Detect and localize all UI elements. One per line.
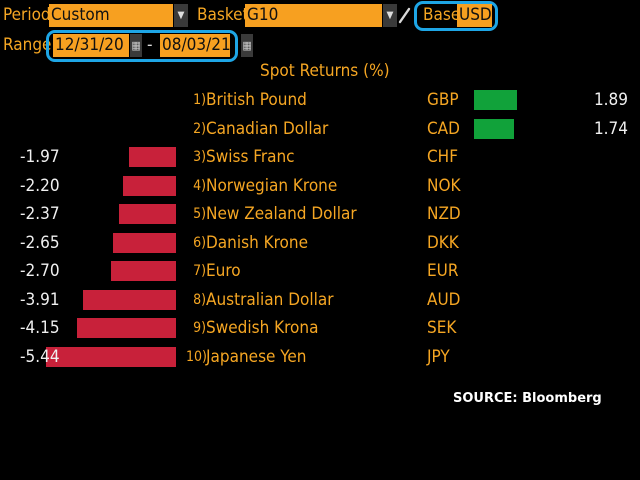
table-row[interactable]: 5) New Zealand Dollar NZD -2.37 (0, 201, 640, 227)
currency-name[interactable]: British Pound (206, 90, 307, 110)
currency-name[interactable]: Euro (206, 261, 241, 281)
return-value-label: -1.97 (20, 147, 60, 167)
calendar-icon[interactable]: ▦ (241, 34, 253, 57)
table-row[interactable]: 3) Swiss Franc CHF -1.97 (0, 144, 640, 170)
pencil-icon[interactable] (398, 6, 412, 24)
basket-select[interactable]: G10 (245, 4, 382, 27)
return-value-label: 1.89 (593, 90, 628, 110)
currency-name[interactable]: Swiss Franc (206, 147, 295, 167)
currency-code: SEK (427, 318, 457, 338)
rank-number: 5) (193, 206, 206, 222)
currency-name[interactable]: New Zealand Dollar (206, 204, 357, 224)
range-separator: - (147, 35, 153, 55)
currency-name[interactable]: Canadian Dollar (206, 118, 329, 139)
rank-number: 2) (193, 120, 206, 137)
calendar-icon[interactable]: ▦ (130, 34, 142, 57)
range-highlight-ring (46, 30, 238, 62)
return-value-label: -2.70 (20, 261, 60, 281)
currency-name[interactable]: Swedish Krona (206, 318, 319, 338)
negative-return-bar (76, 318, 176, 338)
table-row[interactable]: 8) Australian Dollar AUD -3.91 (0, 287, 640, 313)
rank-number: 1) (193, 92, 206, 108)
return-value-label: -2.20 (20, 175, 60, 196)
currency-code: NOK (427, 175, 461, 196)
range-end-date[interactable]: 08/03/21 (160, 34, 231, 57)
table-row[interactable]: 2) Canadian Dollar CAD 1.74 (0, 116, 640, 142)
period-dropdown-arrow[interactable]: ▼ (174, 4, 188, 27)
table-row[interactable]: 7) Euro EUR -2.70 (0, 258, 640, 284)
table-row[interactable]: 9) Swedish Krona SEK -4.15 (0, 315, 640, 341)
currency-code: CAD (427, 118, 460, 139)
rank-number: 10) (186, 348, 207, 365)
rank-number: 6) (193, 234, 206, 251)
chart-title: Spot Returns (%) (260, 61, 390, 81)
period-select[interactable]: Custom (49, 4, 173, 27)
return-value-label: -2.37 (20, 204, 60, 224)
currency-name[interactable]: Japanese Yen (206, 346, 307, 367)
rank-number: 8) (193, 291, 206, 308)
currency-name[interactable]: Danish Krone (206, 232, 309, 253)
negative-return-bar (82, 289, 176, 310)
return-value-label: -5.44 (20, 346, 60, 367)
currency-code: NZD (427, 204, 461, 224)
negative-return-bar (128, 147, 176, 167)
negative-return-bar (111, 261, 176, 281)
base-label: Base (423, 5, 461, 25)
currency-code: EUR (427, 261, 459, 281)
base-highlight-ring (414, 1, 498, 31)
currency-name[interactable]: Norwegian Krone (206, 175, 338, 196)
base-currency-field[interactable]: USD (457, 4, 492, 27)
rank-number: 9) (193, 320, 206, 336)
basket-label: Basket (197, 5, 249, 25)
return-value-label: -2.65 (20, 232, 60, 253)
negative-return-bar (112, 232, 176, 253)
negative-return-bar (45, 346, 176, 367)
currency-code: DKK (427, 232, 459, 253)
range-start-date[interactable]: 12/31/20 (53, 34, 129, 57)
table-row[interactable]: 4) Norwegian Krone NOK -2.20 (0, 173, 640, 199)
rank-number: 7) (193, 263, 206, 279)
source-label: SOURCE: Bloomberg (453, 391, 602, 406)
currency-code: GBP (427, 90, 459, 110)
positive-return-bar (474, 90, 518, 110)
currency-code: AUD (427, 289, 461, 310)
negative-return-bar (123, 175, 176, 196)
currency-name[interactable]: Australian Dollar (206, 289, 334, 310)
period-label: Period (3, 5, 51, 25)
table-row[interactable]: 6) Danish Krone DKK -2.65 (0, 230, 640, 256)
return-value-label: -4.15 (20, 318, 60, 338)
range-label: Range (3, 35, 52, 55)
rank-number: 4) (193, 177, 206, 194)
return-value-label: -3.91 (20, 289, 60, 310)
basket-dropdown-arrow[interactable]: ▼ (383, 4, 397, 27)
rank-number: 3) (193, 149, 206, 165)
table-row[interactable]: 1) British Pound GBP 1.89 (0, 87, 640, 113)
positive-return-bar (474, 118, 515, 139)
currency-code: CHF (427, 147, 458, 167)
return-value-label: 1.74 (593, 118, 628, 139)
negative-return-bar (119, 204, 176, 224)
table-row[interactable]: 10) Japanese Yen JPY -5.44 (0, 344, 640, 370)
currency-code: JPY (427, 346, 450, 367)
